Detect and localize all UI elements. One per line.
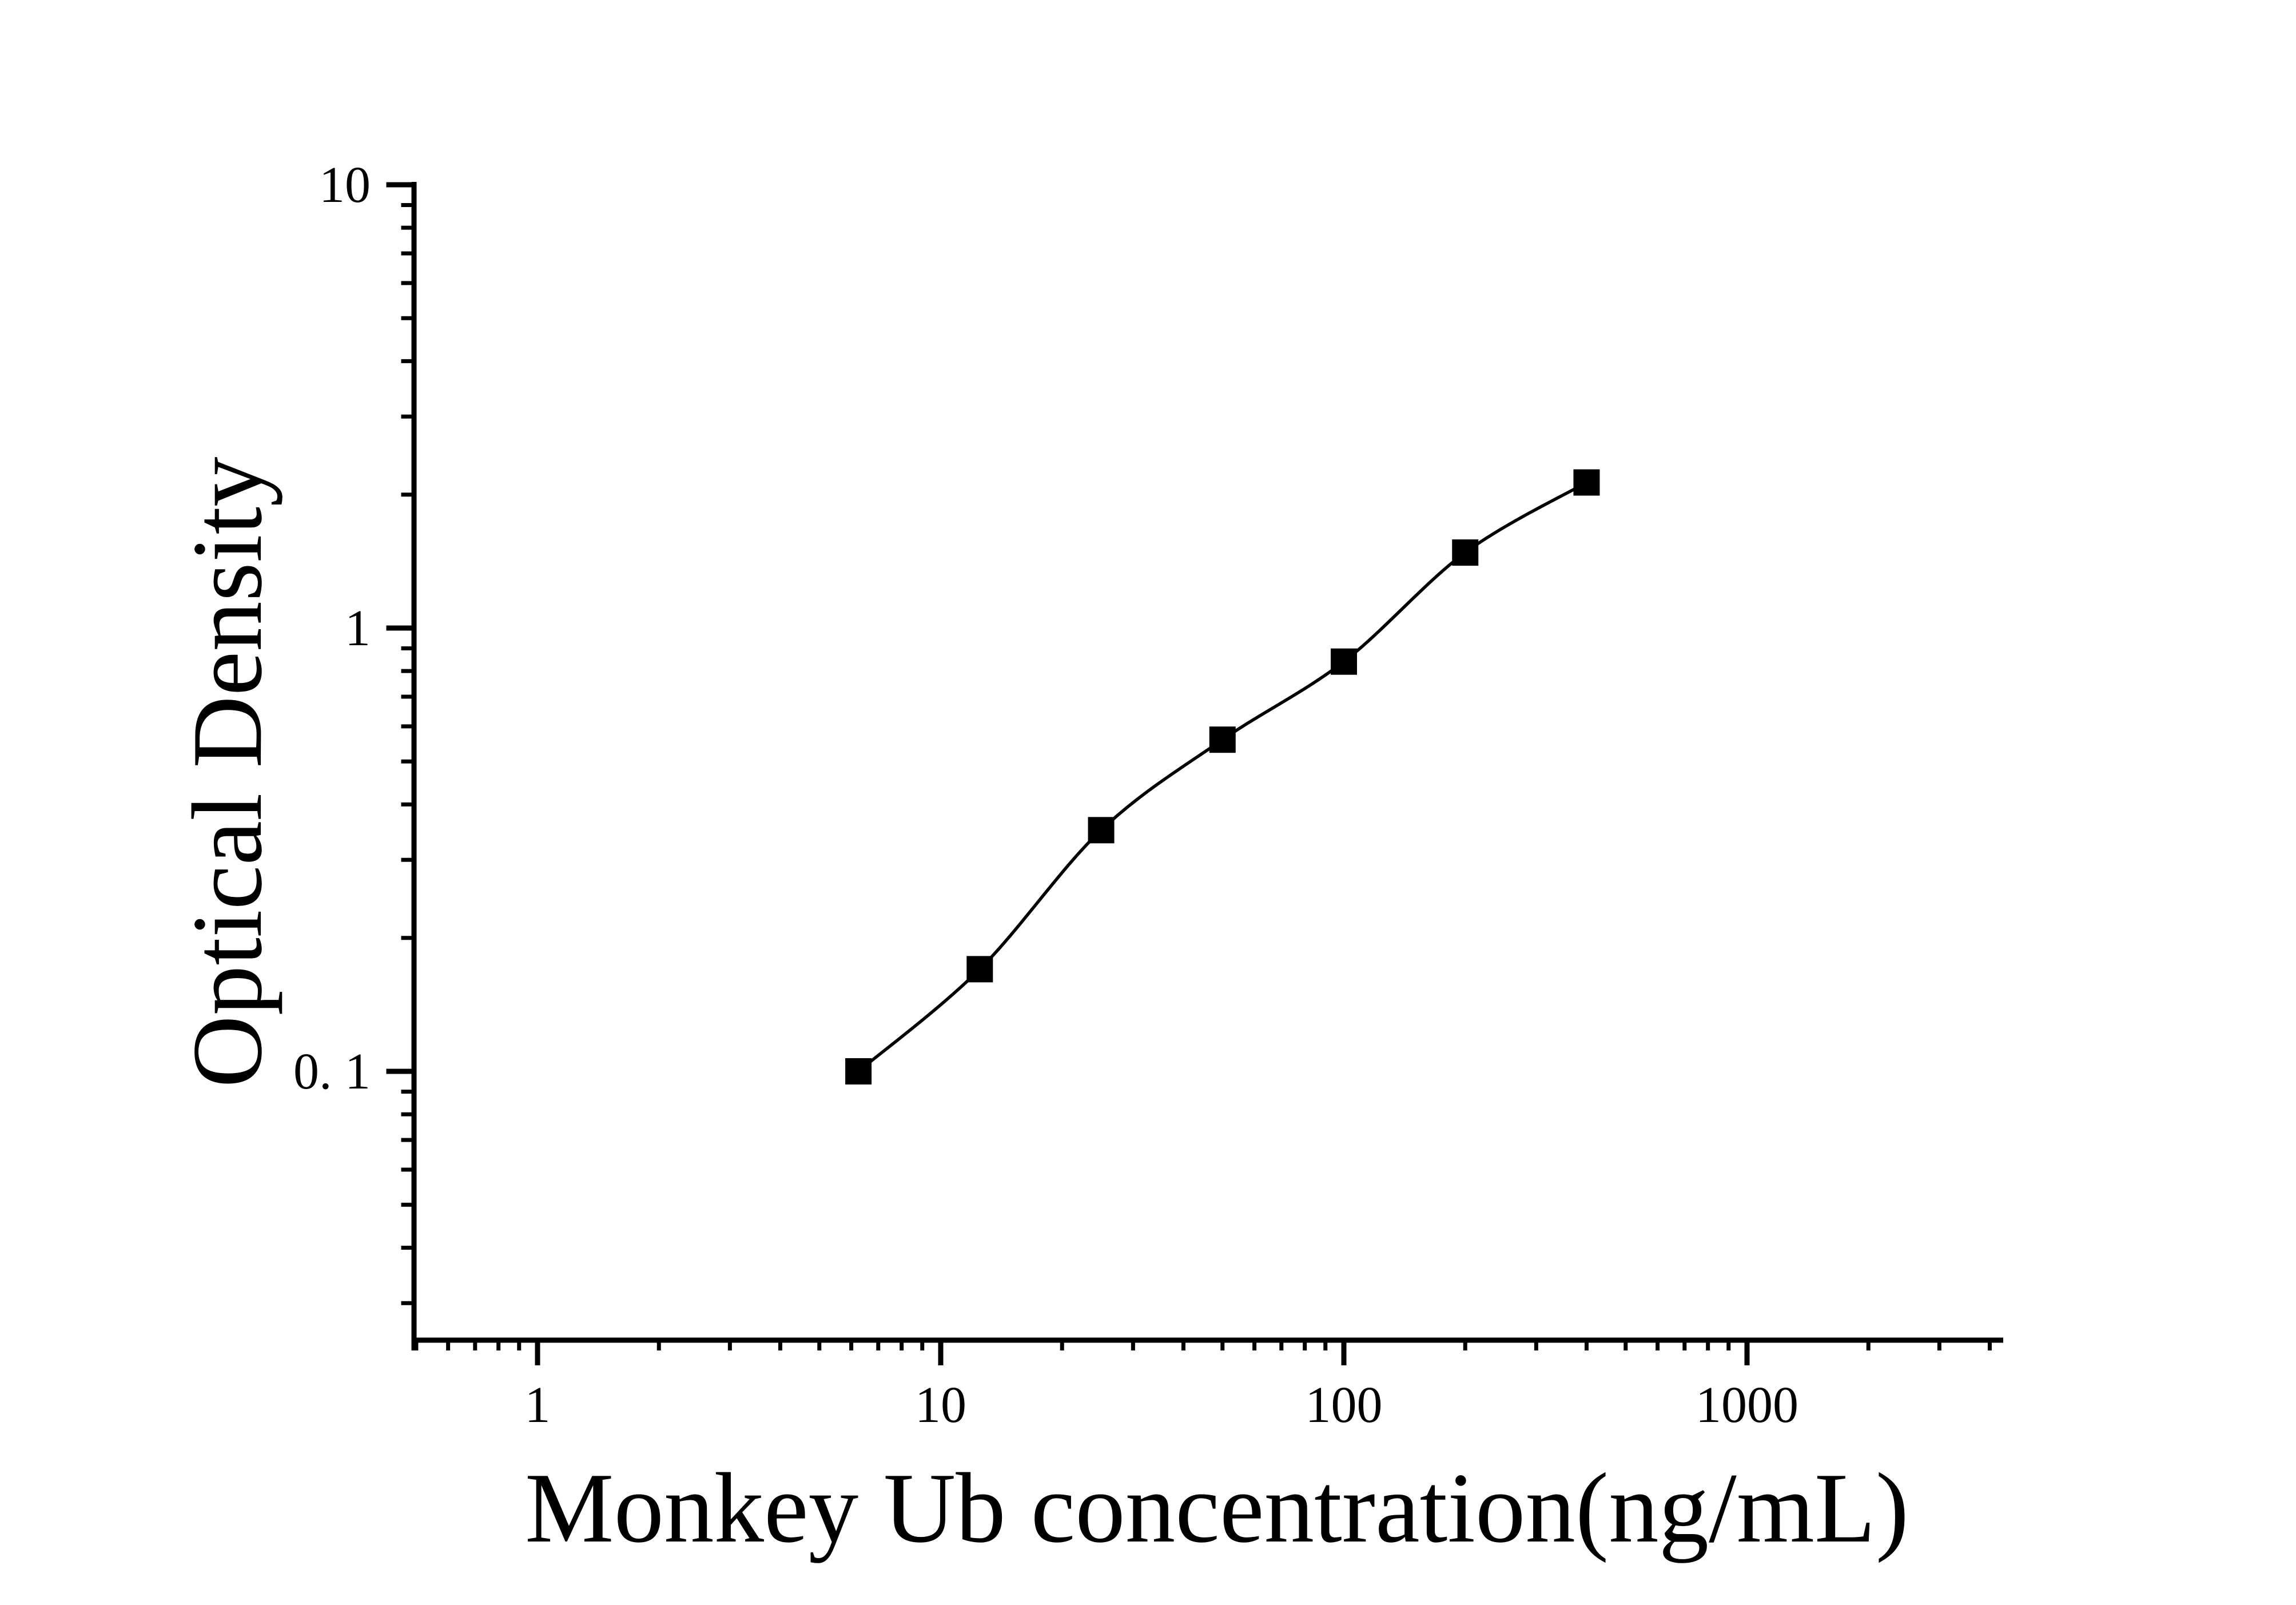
- data-point-marker: [966, 956, 993, 983]
- y-tick-label: 0. 1: [293, 1043, 371, 1100]
- x-tick-label: 1000: [1696, 1377, 1798, 1433]
- data-point-marker: [1209, 726, 1236, 753]
- y-tick-label: 10: [319, 157, 371, 213]
- tick-layer: [386, 182, 1992, 1365]
- data-point-marker: [845, 1058, 872, 1084]
- x-tick-label: 10: [915, 1377, 966, 1433]
- curve-line: [857, 481, 1587, 1073]
- y-tick-label: 1: [345, 600, 371, 657]
- series-layer: [845, 469, 1600, 1084]
- x-tick-label: 1: [525, 1377, 551, 1433]
- axes-layer: [411, 182, 2003, 1350]
- data-point-marker: [1452, 539, 1479, 566]
- tick-label-layer: 1 10 100 1000 10 1 0. 1: [293, 157, 1798, 1433]
- x-tick-label: 100: [1306, 1377, 1383, 1433]
- data-point-marker: [1331, 648, 1357, 675]
- data-point-marker: [1573, 469, 1600, 496]
- data-point-marker: [1088, 817, 1115, 844]
- y-axis-title: Optical Density: [172, 456, 282, 1087]
- x-axis-title: Monkey Ub concentration(ng/mL): [525, 1452, 1909, 1563]
